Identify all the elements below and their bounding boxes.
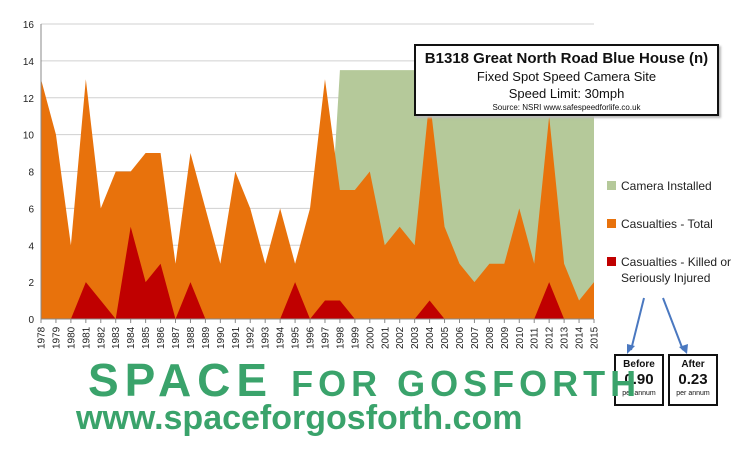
x-tick-label: 1991 — [231, 326, 242, 349]
x-tick-label: 2007 — [470, 326, 481, 349]
x-tick-label: 2004 — [425, 326, 436, 349]
legend-swatch-camera — [607, 181, 616, 190]
chart-source: Source: NSRI www.safespeedforlife.co.uk — [492, 103, 641, 112]
x-tick-label: 1996 — [306, 326, 317, 349]
after-label: After — [681, 359, 705, 370]
arrows — [627, 297, 688, 354]
chart-subtitle: Fixed Spot Speed Camera Site — [476, 69, 657, 84]
arrow-before — [630, 297, 645, 351]
x-tick-label: 1980 — [66, 326, 77, 349]
chart-title-box: B1318 Great North Road Blue House (n) Fi… — [414, 44, 719, 116]
after-value: 0.23 — [678, 371, 708, 388]
x-tick-label: 2015 — [590, 326, 601, 349]
y-tick-label: 8 — [28, 168, 34, 179]
y-tick-label: 2 — [28, 278, 34, 289]
chart-speed-limit: Speed Limit: 30mph — [508, 86, 625, 101]
y-tick-label: 16 — [23, 20, 35, 31]
after-unit: per annum — [676, 390, 710, 397]
y-tick-label: 4 — [28, 241, 34, 252]
x-tick-label: 1998 — [335, 326, 346, 349]
tick-labels: 0 2 4 6 8 10 12 14 16 1978 1979 1980 1981 1982 1983 198… — [23, 20, 601, 349]
y-tick-label: 12 — [23, 94, 35, 105]
chart-title: B1318 Great North Road Blue House (n) — [424, 50, 709, 67]
x-tick-label: 2013 — [560, 326, 571, 349]
legend-label-ksi-line1: Casualties - Killed or — [621, 255, 731, 269]
arrow-after — [662, 297, 684, 351]
legend-swatch-total — [607, 219, 616, 228]
y-tick-label: 0 — [28, 315, 34, 326]
x-tick-label: 1988 — [186, 326, 197, 349]
x-tick-label: 1985 — [141, 326, 152, 349]
x-tick-label: 1995 — [291, 326, 302, 349]
x-tick-label: 1981 — [81, 326, 92, 349]
logo-word-for-gosforth: FOR GOSFORTH — [291, 363, 642, 404]
legend-label-camera: Camera Installed — [621, 179, 712, 193]
x-tick-label: 1999 — [350, 326, 361, 349]
legend-label-ksi-line2: Seriously Injured — [621, 271, 710, 285]
x-tick-label: 1994 — [276, 326, 287, 349]
x-tick-label: 1979 — [51, 326, 62, 349]
x-tick-label: 2001 — [380, 326, 391, 349]
x-tick-label: 1997 — [320, 326, 331, 349]
x-tick-label: 1978 — [37, 326, 48, 349]
x-tick-label: 1992 — [246, 326, 257, 349]
before-label: Before — [623, 359, 655, 370]
website-url: www.spaceforgosforth.com — [76, 399, 523, 437]
arrow-after-head — [679, 344, 688, 354]
x-tick-label: 1984 — [126, 326, 137, 349]
x-tick-label: 2012 — [545, 326, 556, 349]
x-tick-label: 1983 — [111, 326, 122, 349]
x-tick-label: 1986 — [156, 326, 167, 349]
y-tick-label: 14 — [23, 57, 35, 68]
space-for-gosforth-logo: SPACE FOR GOSFORTH — [88, 355, 641, 409]
y-tick-label: 6 — [28, 204, 34, 215]
x-tick-label: 1990 — [216, 326, 227, 349]
x-tick-label: 2003 — [410, 326, 421, 349]
x-tick-label: 2011 — [530, 327, 541, 349]
x-tick-label: 1993 — [261, 326, 272, 349]
before-unit: per annum — [622, 390, 656, 397]
before-stat-box: Before 0.90 per annum — [614, 354, 664, 406]
legend-label-total: Casualties - Total — [621, 217, 713, 231]
x-tick-label: 2000 — [365, 326, 376, 349]
x-tick-label: 2010 — [515, 326, 526, 349]
x-tick-label: 1989 — [201, 326, 212, 349]
x-tick-label: 1987 — [171, 326, 182, 349]
x-tick-label: 2002 — [395, 326, 406, 349]
series-area-casualties-total — [41, 79, 594, 319]
after-stat-box: After 0.23 per annum — [668, 354, 718, 406]
arrow-before-head — [627, 344, 635, 354]
axes — [40, 24, 595, 323]
x-tick-label: 2005 — [440, 326, 451, 349]
x-tick-label: 1982 — [96, 326, 107, 349]
logo-word-space: SPACE — [88, 354, 274, 406]
legend-swatch-ksi — [607, 257, 616, 266]
x-tick-label: 2006 — [455, 326, 466, 349]
chart-areas — [41, 70, 594, 319]
x-tick-label: 2014 — [575, 326, 586, 349]
before-value: 0.90 — [624, 371, 654, 388]
x-tick-label: 2008 — [485, 326, 496, 349]
legend: Camera Installed Casualties - Total Casu… — [607, 179, 731, 285]
y-tick-label: 10 — [23, 131, 35, 142]
x-tick-label: 2009 — [500, 326, 511, 349]
series-area-casualties-killed-or-seriously-injured — [41, 226, 594, 319]
